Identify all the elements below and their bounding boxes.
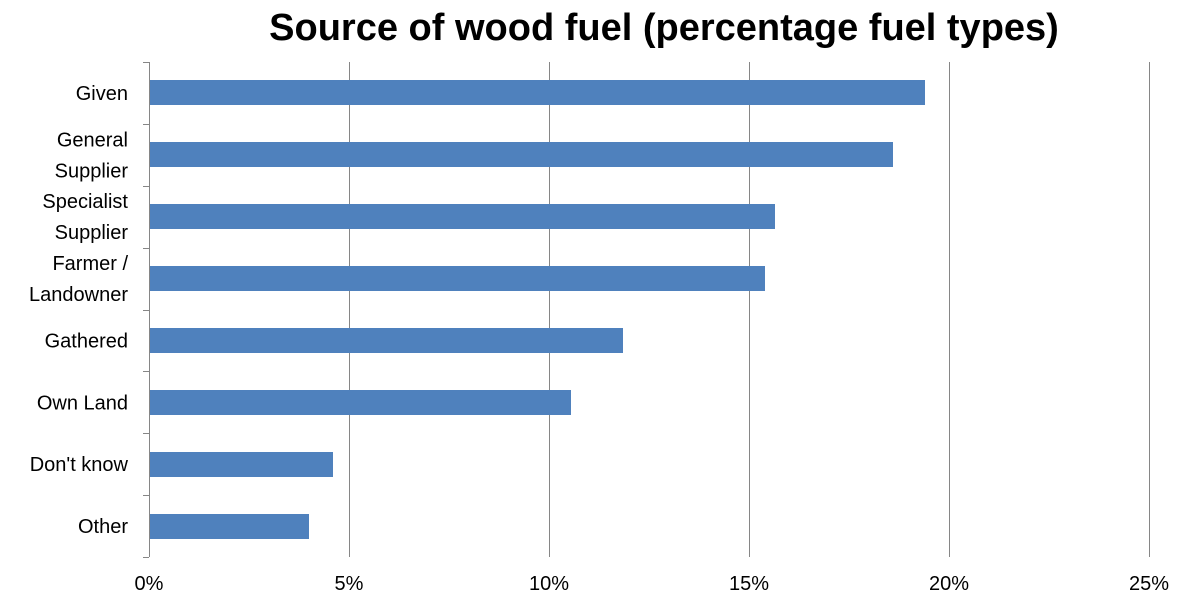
category-label: Other [78,516,128,538]
category-label-line: Gathered [45,330,128,352]
bar-2 [149,204,775,229]
bar-5 [149,390,571,415]
axes [143,62,150,558]
bars [149,80,925,539]
category-label: Gathered [45,330,128,352]
x-tick-label: 20% [929,573,969,595]
category-label-line: Given [76,83,128,105]
category-label-line: Specialist [42,191,128,213]
category-label-line: General [57,129,128,151]
category-label-line: Supplier [55,160,129,182]
bar-1 [149,142,893,167]
bar-7 [149,514,309,539]
category-label-line: Supplier [55,222,129,244]
x-tick-labels: 0% 5% 10% 15% 20% 25% [135,573,1170,595]
category-label-line: Own Land [37,392,128,414]
x-tick-label: 25% [1129,573,1169,595]
chart-title: Source of wood fuel (percentage fuel typ… [269,7,1059,49]
category-label: Given [76,83,128,105]
category-label: General Supplier [55,129,129,182]
category-label-line: Farmer / [52,253,128,275]
bar-0 [149,80,925,105]
bar-6 [149,452,333,477]
category-label-line: Landowner [29,284,128,306]
x-tick-label: 15% [729,573,769,595]
category-label: Farmer / Landowner [29,253,128,306]
bar-4 [149,328,623,353]
category-label-line: Other [78,516,128,538]
category-label: Own Land [37,392,128,414]
x-tick-label: 5% [335,573,364,595]
gridlines [349,62,1150,557]
category-label: Specialist Supplier [42,191,128,244]
x-tick-label: 0% [135,573,164,595]
category-labels: Given General Supplier Specialist Supplier Fa… [29,83,129,538]
x-tick-label: 10% [529,573,569,595]
category-label: Don't know [30,454,129,476]
bar-3 [149,266,765,291]
category-label-line: Don't know [30,454,129,476]
